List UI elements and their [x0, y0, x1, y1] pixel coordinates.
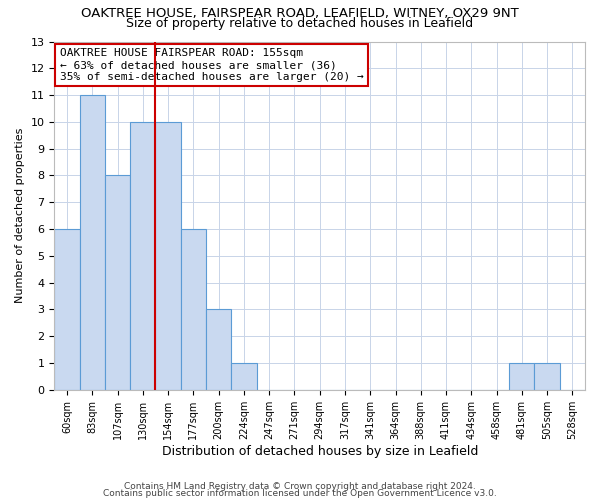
Y-axis label: Number of detached properties: Number of detached properties [15, 128, 25, 304]
Bar [231, 363, 257, 390]
Text: OAKTREE HOUSE, FAIRSPEAR ROAD, LEAFIELD, WITNEY, OX29 9NT: OAKTREE HOUSE, FAIRSPEAR ROAD, LEAFIELD,… [81, 8, 519, 20]
Bar [130, 122, 155, 390]
Text: Size of property relative to detached houses in Leafield: Size of property relative to detached ho… [127, 18, 473, 30]
Bar [535, 363, 560, 390]
Text: OAKTREE HOUSE FAIRSPEAR ROAD: 155sqm
← 63% of detached houses are smaller (36)
3: OAKTREE HOUSE FAIRSPEAR ROAD: 155sqm ← 6… [60, 48, 364, 82]
Bar [105, 176, 130, 390]
Bar [509, 363, 535, 390]
Bar [80, 95, 105, 390]
Bar [155, 122, 181, 390]
Bar [206, 310, 231, 390]
Text: Contains HM Land Registry data © Crown copyright and database right 2024.: Contains HM Land Registry data © Crown c… [124, 482, 476, 491]
Bar [55, 229, 80, 390]
Text: Contains public sector information licensed under the Open Government Licence v3: Contains public sector information licen… [103, 490, 497, 498]
X-axis label: Distribution of detached houses by size in Leafield: Distribution of detached houses by size … [161, 444, 478, 458]
Bar [181, 229, 206, 390]
